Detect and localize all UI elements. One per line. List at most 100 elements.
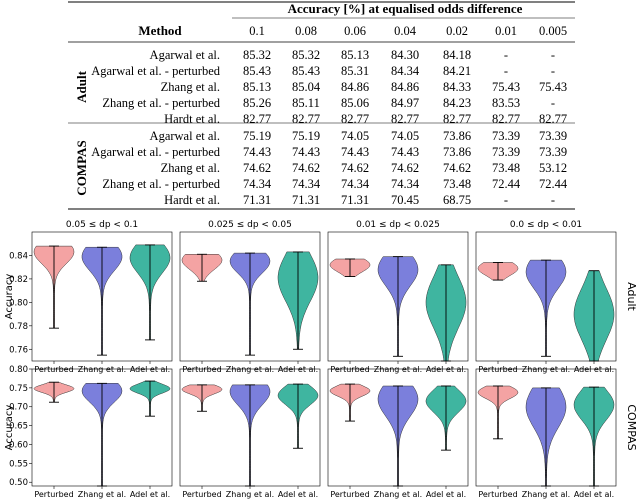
value-cell: 74.62 bbox=[443, 161, 471, 175]
value-cell: 73.39 bbox=[539, 145, 567, 159]
value-cell: 75.43 bbox=[539, 80, 567, 94]
value-cell: 85.43 bbox=[243, 64, 271, 78]
y-tick-label: 0.55 bbox=[9, 459, 28, 469]
method-cell: Agarwal et al. - perturbed bbox=[91, 64, 221, 78]
y-tick-label: 0.80 bbox=[9, 298, 28, 308]
value-cell: 82.77 bbox=[292, 112, 320, 126]
value-cell: 74.62 bbox=[292, 161, 320, 175]
value-cell: 74.34 bbox=[341, 177, 370, 191]
value-cell: 84.97 bbox=[391, 96, 419, 110]
value-cell: 73.86 bbox=[443, 145, 471, 159]
x-tick-label: Perturbed bbox=[478, 365, 517, 374]
value-cell: 74.62 bbox=[243, 161, 271, 175]
column-header: 0.04 bbox=[394, 24, 417, 38]
value-cell: 85.31 bbox=[341, 64, 369, 78]
x-tick-label: Zhang et al. bbox=[374, 490, 422, 499]
x-tick-label: Adel et al. bbox=[426, 365, 466, 374]
value-cell: 73.39 bbox=[492, 145, 520, 159]
value-cell: 72.44 bbox=[492, 177, 521, 191]
value-cell: 84.30 bbox=[391, 48, 419, 62]
value-cell: 82.77 bbox=[341, 112, 369, 126]
value-cell: 82.77 bbox=[391, 112, 419, 126]
value-cell: 85.32 bbox=[292, 48, 320, 62]
column-header: 0.01 bbox=[495, 24, 517, 38]
x-tick-label: Adel et al. bbox=[426, 490, 466, 499]
x-tick-label: Perturbed bbox=[182, 365, 221, 374]
value-cell: 74.34 bbox=[243, 177, 272, 191]
x-tick-label: Adel et al. bbox=[278, 490, 318, 499]
x-tick-label: Perturbed bbox=[478, 490, 517, 499]
column-header: 0.005 bbox=[539, 24, 567, 38]
method-cell: Hardt et al. bbox=[164, 112, 220, 126]
value-cell: 74.43 bbox=[341, 145, 369, 159]
dataset-label: COMPAS bbox=[625, 404, 638, 450]
value-cell: - bbox=[551, 64, 555, 78]
value-cell: 53.12 bbox=[539, 161, 567, 175]
x-tick-label: Zhang et al. bbox=[226, 490, 274, 499]
method-cell: Agarwal et al. - perturbed bbox=[91, 145, 221, 159]
x-tick-label: Zhang et al. bbox=[522, 490, 570, 499]
x-tick-label: Perturbed bbox=[34, 365, 73, 374]
x-tick-label: Zhang et al. bbox=[374, 365, 422, 374]
x-tick-label: Zhang et al. bbox=[78, 365, 126, 374]
value-cell: 75.43 bbox=[492, 80, 520, 94]
value-cell: 84.86 bbox=[391, 80, 419, 94]
value-cell: 73.48 bbox=[492, 161, 520, 175]
value-cell: 71.31 bbox=[243, 193, 271, 207]
value-cell: 84.21 bbox=[443, 64, 471, 78]
y-tick-label: 0.60 bbox=[9, 440, 28, 450]
value-cell: 85.43 bbox=[292, 64, 320, 78]
method-cell: Zhang et al. bbox=[161, 161, 220, 175]
dataset-label: Adult bbox=[625, 282, 638, 311]
x-tick-label: Adel et al. bbox=[130, 490, 170, 499]
method-header: Method bbox=[138, 23, 182, 38]
value-cell: 73.86 bbox=[443, 129, 471, 143]
value-cell: - bbox=[551, 96, 555, 110]
value-cell: 82.77 bbox=[443, 112, 471, 126]
x-tick-label: Adel et al. bbox=[278, 365, 318, 374]
panel-title: 0.025 ≤ dp < 0.05 bbox=[208, 220, 292, 230]
panel-title: 0.01 ≤ dp < 0.025 bbox=[356, 220, 440, 230]
value-cell: 74.43 bbox=[243, 145, 271, 159]
column-header: 0.06 bbox=[344, 24, 366, 38]
group-label: COMPAS bbox=[74, 140, 89, 195]
violin-figure: Accuracy Adult 0.05 ≤ dp < 0.1 0.76 0.78 0.80… bbox=[4, 220, 638, 499]
y-axis-label: Accuracy bbox=[4, 405, 15, 451]
y-tick-label: 0.70 bbox=[9, 403, 28, 413]
results-table: Accuracy [%] at equalised odds differenc… bbox=[68, 1, 575, 210]
value-cell: 75.19 bbox=[243, 129, 271, 143]
value-cell: 74.43 bbox=[292, 145, 320, 159]
value-cell: 82.77 bbox=[243, 112, 271, 126]
table-header-span: Accuracy [%] at equalised odds differenc… bbox=[288, 1, 523, 16]
x-tick-label: Zhang et al. bbox=[226, 365, 274, 374]
y-axis-label: Accuracy bbox=[4, 274, 15, 320]
method-cell: Zhang et al. bbox=[161, 80, 220, 94]
y-tick-label: 0.76 bbox=[9, 345, 28, 355]
group-label: Adult bbox=[74, 70, 89, 102]
value-cell: 75.19 bbox=[292, 129, 320, 143]
value-cell: - bbox=[504, 48, 508, 62]
x-tick-label: Zhang et al. bbox=[522, 365, 570, 374]
value-cell: 71.31 bbox=[292, 193, 320, 207]
value-cell: 85.04 bbox=[292, 80, 321, 94]
value-cell: 84.34 bbox=[391, 64, 420, 78]
value-cell: 74.43 bbox=[391, 145, 419, 159]
value-cell: 84.18 bbox=[443, 48, 471, 62]
value-cell: 84.33 bbox=[443, 80, 471, 94]
y-tick-label: 0.65 bbox=[9, 422, 28, 432]
value-cell: 85.13 bbox=[341, 48, 369, 62]
x-tick-label: Adel et al. bbox=[574, 365, 614, 374]
value-cell: 83.53 bbox=[492, 96, 520, 110]
value-cell: 85.13 bbox=[243, 80, 271, 94]
column-header: 0.1 bbox=[249, 24, 265, 38]
x-tick-label: Adel et al. bbox=[130, 365, 170, 374]
method-cell: Hardt et al. bbox=[164, 193, 220, 207]
value-cell: 73.48 bbox=[443, 177, 471, 191]
value-cell: 73.39 bbox=[492, 129, 520, 143]
y-tick-label: 0.80 bbox=[9, 365, 28, 375]
x-tick-label: Adel et al. bbox=[574, 490, 614, 499]
column-header: 0.02 bbox=[446, 24, 468, 38]
value-cell: 85.26 bbox=[243, 96, 271, 110]
x-tick-label: Perturbed bbox=[330, 490, 369, 499]
value-cell: 74.05 bbox=[341, 129, 369, 143]
